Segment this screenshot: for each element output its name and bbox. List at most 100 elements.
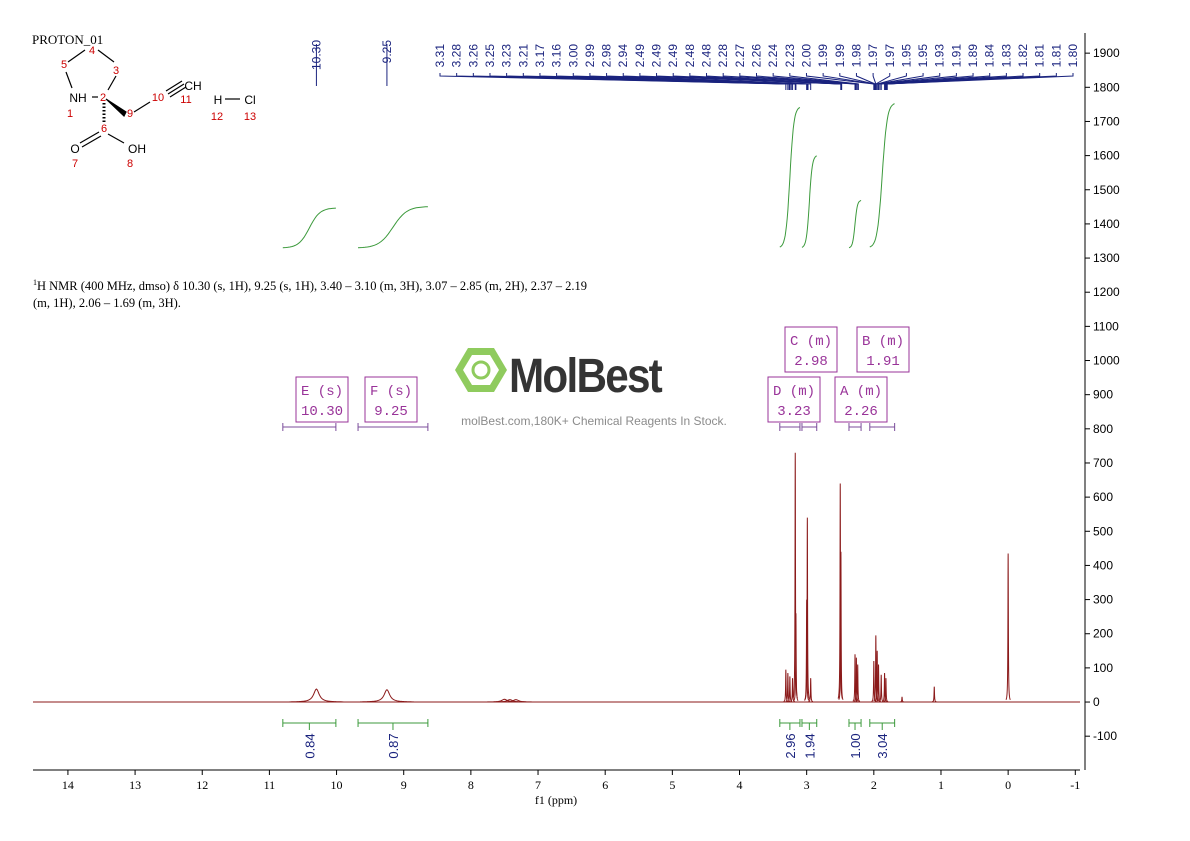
- atom-number: 3: [113, 65, 119, 77]
- peak-label: 2.26: [750, 44, 764, 68]
- integral-label: 0.87: [386, 733, 401, 758]
- y-tick-label: 300: [1093, 593, 1113, 607]
- atom-number: 1: [67, 108, 73, 120]
- integral-label: 1.00: [848, 733, 863, 758]
- y-tick-label: 700: [1093, 456, 1113, 470]
- x-tick-label: -1: [1070, 778, 1080, 792]
- tagline: molBest.com,180K+ Chemical Reagents In S…: [461, 414, 727, 428]
- peak: [808, 678, 814, 703]
- peak-connector: [884, 73, 991, 90]
- brand: MolBest: [509, 350, 663, 403]
- peak-label: 3.16: [550, 44, 564, 68]
- peak-connector: [739, 73, 857, 90]
- multiplet-shift: 1.91: [866, 354, 900, 370]
- peak-label: 2.99: [583, 44, 597, 68]
- y-tick-label: 800: [1093, 422, 1113, 436]
- atom-number: 12: [211, 111, 223, 123]
- nmr-description: 1H NMR (400 MHz, dmso) δ 10.30 (s, 1H), …: [33, 274, 593, 312]
- peak-label: 1.98: [849, 44, 863, 68]
- bond: [107, 133, 125, 144]
- multiplet-shift: 9.25: [374, 404, 408, 420]
- peak-connector: [706, 73, 843, 90]
- peak: [793, 613, 799, 701]
- x-tick-label: 13: [129, 778, 141, 792]
- multiplet-shift: 2.98: [794, 354, 828, 370]
- bond: [65, 71, 73, 89]
- integral-curve: [357, 206, 428, 249]
- peak-label: 3.25: [483, 44, 497, 68]
- peak-connector: [789, 73, 859, 90]
- integral-label: 0.84: [302, 733, 317, 758]
- peak-label: 1.83: [999, 44, 1013, 68]
- x-tick-label: 4: [737, 778, 743, 792]
- multiplet-box: [856, 326, 910, 373]
- integral-curve: [848, 200, 862, 249]
- logo-circle: [471, 360, 491, 380]
- integral-curve: [801, 155, 817, 248]
- peak-label: 2.49: [666, 44, 680, 68]
- y-tick-label: 1000: [1093, 354, 1120, 368]
- peak-label: 3.28: [450, 44, 464, 68]
- superscript: 1: [33, 278, 37, 287]
- y-tick-label: 600: [1093, 490, 1113, 504]
- peak-label: 1.91: [949, 44, 963, 68]
- peak-label: 2.98: [600, 44, 614, 68]
- peak-label: 2.00: [799, 44, 813, 68]
- peak-label: 3.17: [533, 44, 547, 68]
- peak-connector: [886, 73, 1074, 90]
- atom-number: 10: [152, 92, 164, 104]
- peak-label: 1.81: [1033, 44, 1047, 68]
- y-tick-label: 1900: [1093, 46, 1120, 60]
- peak: [932, 686, 937, 703]
- bond: [81, 135, 102, 148]
- peak-label: 3.26: [466, 44, 480, 68]
- peak-connector: [884, 73, 1007, 90]
- atom: OH: [128, 142, 146, 156]
- peak-label: 1.99: [833, 44, 847, 68]
- peak-connector: [772, 73, 859, 90]
- peak: [783, 669, 789, 702]
- y-tick-label: 0: [1093, 695, 1100, 709]
- peak-label: 3.21: [516, 44, 530, 68]
- multiplet-name: D (m): [773, 384, 815, 400]
- peak-connector: [622, 73, 812, 90]
- y-tick-label: 1500: [1093, 183, 1120, 197]
- multiplet-box: [295, 376, 349, 423]
- x-tick-label: 14: [62, 778, 74, 792]
- atom: NH: [69, 91, 86, 105]
- x-axis-label: f1 (ppm): [535, 793, 577, 807]
- y-tick-label: 1100: [1093, 319, 1119, 333]
- x-tick-label: 1: [938, 778, 944, 792]
- peak: [853, 657, 859, 702]
- multiplet-box: [767, 376, 821, 423]
- x-tick-label: 9: [401, 778, 407, 792]
- y-tick-label: 1800: [1093, 80, 1120, 94]
- peak-label: 2.94: [616, 44, 630, 68]
- atom-number: 2: [100, 92, 106, 104]
- atom-number: 13: [244, 111, 256, 123]
- atom-number: 9: [127, 108, 133, 120]
- peak: [855, 664, 861, 702]
- atom-labels: 4 5 3 NH 2 1 10 CH 11 9 6 O OH 7 8 H Cl …: [61, 45, 256, 170]
- y-tick-label: 900: [1093, 388, 1113, 402]
- x-tick-label: 6: [602, 778, 608, 792]
- integral-curve: [869, 103, 895, 248]
- atom: O: [70, 142, 79, 156]
- bond: [67, 49, 86, 63]
- description-text: H NMR (400 MHz, dmso) δ 10.30 (s, 1H), 9…: [33, 279, 587, 311]
- multiplet-name: B (m): [862, 334, 904, 350]
- peak-connector: [880, 73, 974, 90]
- x-tick-label: 2: [871, 778, 877, 792]
- atom: CH: [184, 79, 201, 93]
- peak-label: 1.97: [866, 44, 880, 68]
- integral-curve: [779, 107, 801, 248]
- bond: [167, 83, 185, 95]
- multiplet-shift: 10.30: [301, 404, 343, 420]
- y-tick-label: 1600: [1093, 149, 1120, 163]
- y-tick-label: 500: [1093, 524, 1113, 538]
- peak-connector: [756, 73, 857, 90]
- peak: [874, 650, 880, 702]
- atom-number: 8: [127, 158, 133, 170]
- bond: [107, 75, 117, 91]
